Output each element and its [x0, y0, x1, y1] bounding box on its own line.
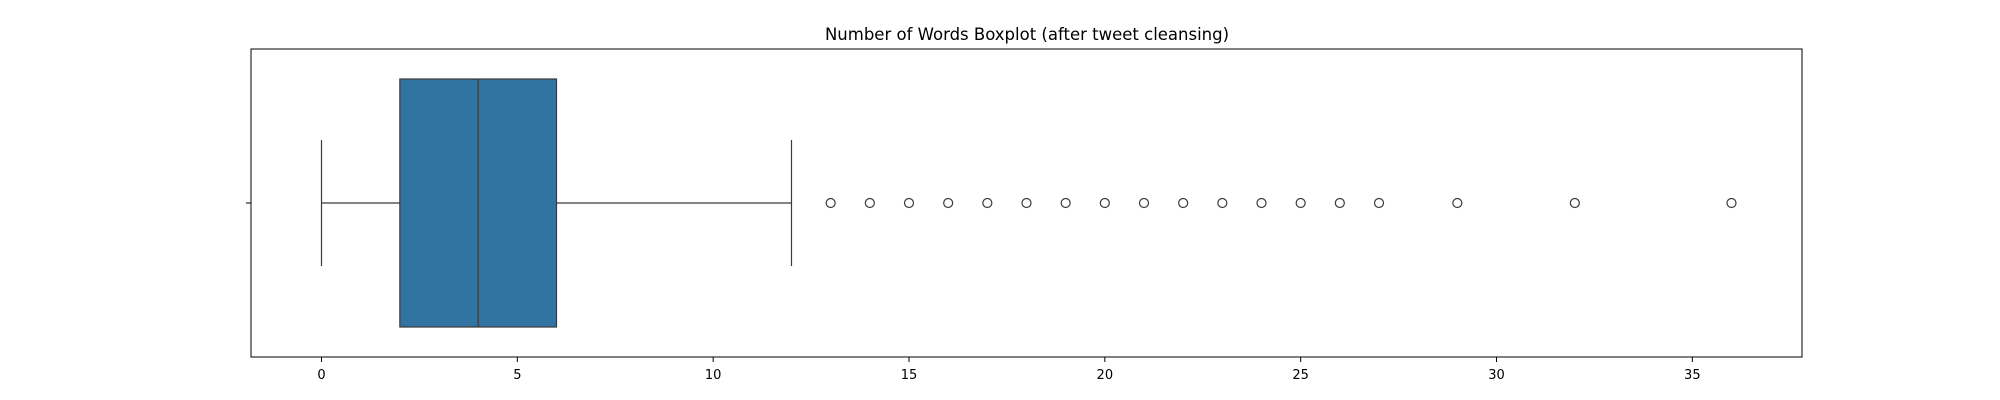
outlier-point: [1217, 197, 1228, 209]
x-tick-label: 10: [705, 368, 722, 383]
x-tick-label: 0: [317, 368, 325, 383]
x-tick-label: 30: [1488, 368, 1505, 383]
outlier-point: [825, 197, 836, 209]
outliers: [825, 197, 1737, 209]
x-tick-label: 15: [901, 368, 918, 383]
outlier-point: [1452, 197, 1463, 209]
outlier-point: [1569, 197, 1580, 209]
outlier-point: [1060, 197, 1071, 209]
plot-frame: [250, 48, 1803, 358]
x-tick-label: 25: [1292, 368, 1309, 383]
outlier-point: [1295, 197, 1306, 209]
chart-title: Number of Words Boxplot (after tweet cle…: [825, 25, 1229, 44]
outlier-point: [982, 197, 993, 209]
x-tick-label: 20: [1097, 368, 1114, 383]
x-tick-label: 5: [513, 368, 521, 383]
outlier-point: [864, 197, 875, 209]
outlier-point: [1138, 197, 1150, 209]
outlier-point: [1373, 197, 1385, 209]
outlier-point: [1256, 197, 1267, 209]
outlier-point: [1021, 197, 1032, 209]
outlier-point: [1099, 197, 1110, 209]
outlier-point: [1334, 197, 1345, 209]
outlier-point: [1178, 197, 1189, 209]
outlier-point: [1726, 197, 1737, 209]
outlier-point: [943, 197, 954, 209]
outlier-point: [903, 197, 915, 209]
x-axis: 0 5 10 15 20 25 30 35: [246, 202, 1701, 383]
box-plot: [320, 78, 793, 328]
x-tick-label: 35: [1684, 368, 1701, 383]
